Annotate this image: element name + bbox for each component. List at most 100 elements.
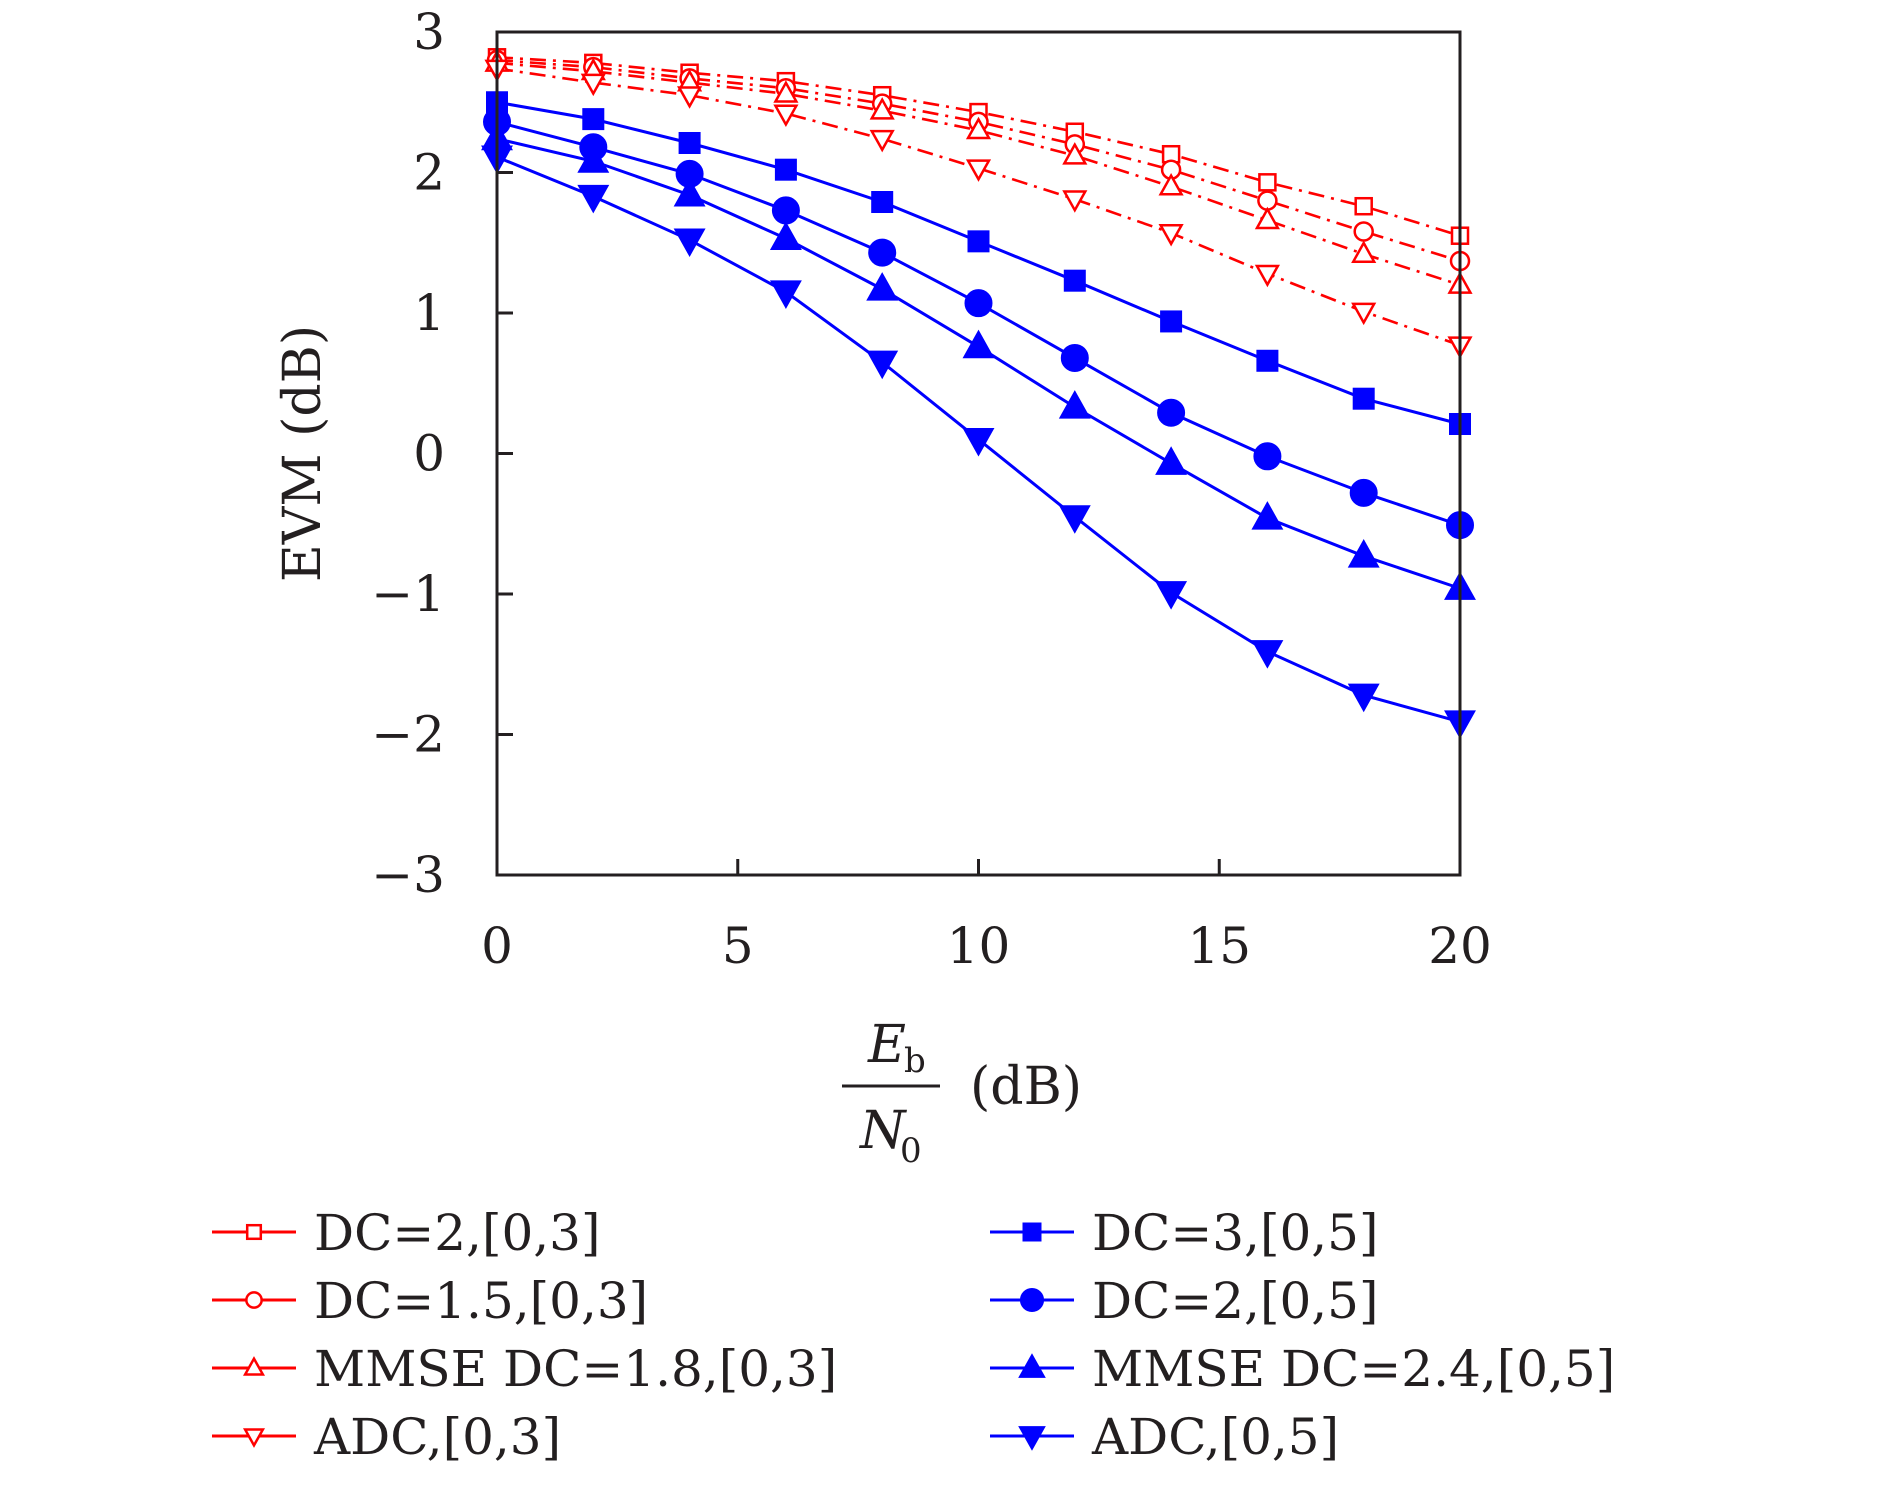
- data-point: [1063, 269, 1086, 292]
- legend-entry: DC=3,[0,5]: [990, 1204, 1378, 1262]
- legend-entry: MMSE DC=1.8,[0,3]: [212, 1340, 837, 1398]
- data-point: [673, 228, 706, 257]
- legend-label: DC=1.5,[0,3]: [314, 1272, 648, 1330]
- data-point: [1251, 501, 1284, 530]
- legend-label: MMSE DC=2.4,[0,5]: [1092, 1340, 1615, 1398]
- data-point: [577, 184, 610, 214]
- series-line: [496, 137, 1461, 590]
- y-tick-label: 0: [413, 425, 445, 483]
- data-point: [771, 196, 800, 225]
- data-point: [866, 350, 899, 380]
- legend-entry: ADC,[0,5]: [990, 1408, 1339, 1466]
- data-point: [1058, 505, 1091, 534]
- data-point: [1157, 398, 1186, 427]
- data-point: [1347, 683, 1380, 713]
- data-point: [1254, 206, 1280, 230]
- data-point: [1251, 640, 1284, 669]
- data-point: [580, 73, 606, 97]
- y-tick-label: −2: [371, 706, 445, 764]
- legend-entry: ADC,[0,3]: [212, 1408, 561, 1466]
- x-tick-label: 10: [947, 917, 1011, 975]
- x-tick-label: 20: [1428, 917, 1492, 975]
- data-point: [677, 86, 703, 109]
- legend-marker: [1018, 1353, 1046, 1378]
- series-line: [496, 120, 1461, 527]
- data-point: [1352, 387, 1375, 410]
- data-point: [1062, 142, 1088, 165]
- data-point: [1354, 196, 1373, 216]
- x-tick-label: 5: [722, 917, 754, 975]
- legend-label: DC=2,[0,5]: [1092, 1272, 1378, 1330]
- data-point: [1158, 172, 1184, 196]
- data-point: [869, 129, 895, 153]
- data-point: [1058, 390, 1091, 419]
- data-point: [1155, 581, 1188, 610]
- data-point: [964, 289, 993, 318]
- data-point: [868, 238, 897, 267]
- data-point: [1347, 539, 1380, 568]
- y-tick-label: −3: [371, 846, 445, 904]
- data-point: [1351, 240, 1377, 263]
- data-point: [577, 144, 610, 173]
- x-label-numerator-sub: b: [904, 1041, 926, 1081]
- data-point: [773, 80, 799, 103]
- series-lines: [496, 55, 1461, 724]
- data-point: [962, 427, 995, 457]
- data-point: [1351, 302, 1377, 326]
- data-point: [967, 230, 990, 253]
- data-point: [1155, 446, 1188, 475]
- data-point: [1253, 442, 1282, 471]
- series-line: [496, 100, 1461, 426]
- legend-entry: MMSE DC=2.4,[0,5]: [990, 1340, 1615, 1398]
- legend-marker: [245, 1223, 263, 1241]
- x-label-denominator: N: [858, 1101, 907, 1161]
- data-point: [1353, 221, 1374, 242]
- legend-marker: [242, 1356, 266, 1376]
- data-point: [965, 159, 992, 182]
- data-point: [1256, 349, 1279, 372]
- data-point: [774, 158, 797, 181]
- legend-label: MMSE DC=1.8,[0,3]: [314, 1340, 837, 1398]
- x-axis-label: E b N 0 (dB): [842, 1015, 1082, 1171]
- legend-entry: DC=1.5,[0,3]: [212, 1272, 648, 1330]
- data-point: [769, 221, 802, 251]
- legend-label: DC=3,[0,5]: [1092, 1204, 1378, 1262]
- legend-marker: [1018, 1426, 1046, 1451]
- axis-ticks: 0 5 10 15 20 −3 −2 −1 0 1 2 3: [371, 3, 1492, 975]
- legend-entry: DC=2,[0,5]: [990, 1272, 1378, 1330]
- y-tick-label: 2: [413, 144, 445, 202]
- x-tick-label: 0: [481, 917, 513, 975]
- series-markers: [481, 48, 1476, 739]
- data-point: [582, 108, 605, 131]
- legend: DC=2,[0,3] DC=1.5,[0,3] MMSE DC=1.8,[0,3] A…: [212, 1204, 1615, 1466]
- series-line: [496, 67, 1461, 347]
- data-point: [869, 97, 895, 120]
- data-point: [1160, 310, 1183, 333]
- y-tick-label: −1: [371, 565, 445, 623]
- data-point: [769, 280, 802, 309]
- x-tick-label: 15: [1187, 917, 1251, 975]
- y-tick-label: 3: [413, 3, 445, 61]
- series-line: [496, 55, 1461, 237]
- data-point: [773, 104, 799, 128]
- legend-marker: [1019, 1287, 1045, 1313]
- y-tick-label: 1: [413, 284, 445, 342]
- legend-entry: DC=2,[0,3]: [212, 1204, 600, 1262]
- data-point: [871, 191, 894, 214]
- data-point: [1158, 223, 1184, 247]
- legend-label: ADC,[0,3]: [313, 1408, 561, 1466]
- data-point: [678, 131, 701, 154]
- data-point: [1258, 173, 1277, 192]
- data-point: [965, 116, 992, 140]
- x-label-unit: (dB): [970, 1057, 1082, 1117]
- data-point: [962, 329, 995, 359]
- legend-marker: [245, 1291, 263, 1309]
- x-label-numerator: E: [867, 1015, 906, 1075]
- data-point: [1254, 264, 1280, 288]
- y-axis-label: EVM (dB): [273, 325, 333, 582]
- data-point: [1062, 190, 1088, 213]
- x-label-denominator-sub: 0: [900, 1131, 922, 1171]
- data-point: [866, 272, 899, 301]
- legend-label: DC=2,[0,3]: [314, 1204, 600, 1262]
